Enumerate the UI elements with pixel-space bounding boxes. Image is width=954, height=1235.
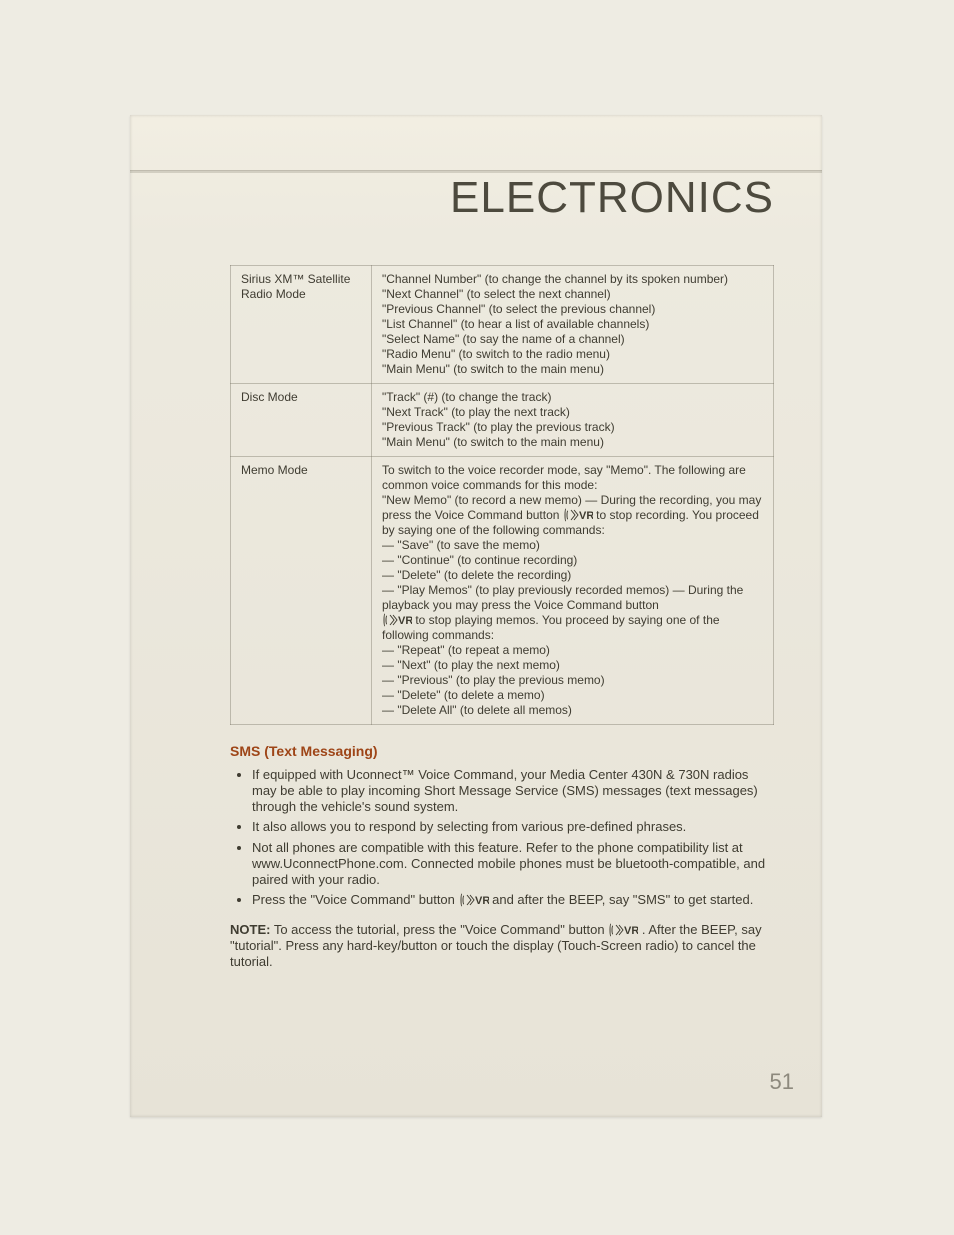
page-content: Sirius XM™ Satellite Radio Mode"Channel … xyxy=(230,265,774,1077)
note-paragraph: NOTE: To access the tutorial, press the … xyxy=(230,922,774,971)
page-title: ELECTRONICS xyxy=(160,173,774,223)
voice-command-table: Sirius XM™ Satellite Radio Mode"Channel … xyxy=(230,265,774,725)
document-page: ELECTRONICS Sirius XM™ Satellite Radio M… xyxy=(130,115,822,1117)
page-number: 51 xyxy=(770,1069,794,1095)
svg-text:VR: VR xyxy=(398,615,412,627)
svg-text:VR: VR xyxy=(579,510,593,522)
table-row: Sirius XM™ Satellite Radio Mode"Channel … xyxy=(231,266,774,384)
list-item: If equipped with Uconnect™ Voice Command… xyxy=(252,767,774,816)
commands-cell: "Track" (#) (to change the track)"Next T… xyxy=(372,384,774,457)
commands-cell: To switch to the voice recorder mode, sa… xyxy=(372,457,774,725)
mode-cell: Memo Mode xyxy=(231,457,372,725)
sms-heading: SMS (Text Messaging) xyxy=(230,743,774,761)
sms-bullet-list: If equipped with Uconnect™ Voice Command… xyxy=(230,767,774,909)
svg-text:VR: VR xyxy=(475,895,489,907)
mode-cell: Disc Mode xyxy=(231,384,372,457)
note-text: To access the tutorial, press the "Voice… xyxy=(230,922,762,970)
table-row: Disc Mode"Track" (#) (to change the trac… xyxy=(231,384,774,457)
commands-cell: "Channel Number" (to change the channel … xyxy=(372,266,774,384)
list-item: Press the "Voice Command" button VR and … xyxy=(252,892,774,908)
table-row: Memo ModeTo switch to the voice recorder… xyxy=(231,457,774,725)
document-sheet: ELECTRONICS Sirius XM™ Satellite Radio M… xyxy=(0,0,954,1235)
list-item: Not all phones are compatible with this … xyxy=(252,840,774,889)
header-rule xyxy=(130,170,822,173)
note-label: NOTE: xyxy=(230,922,270,937)
mode-cell: Sirius XM™ Satellite Radio Mode xyxy=(231,266,372,384)
list-item: It also allows you to respond by selecti… xyxy=(252,819,774,835)
svg-text:VR: VR xyxy=(624,925,638,937)
